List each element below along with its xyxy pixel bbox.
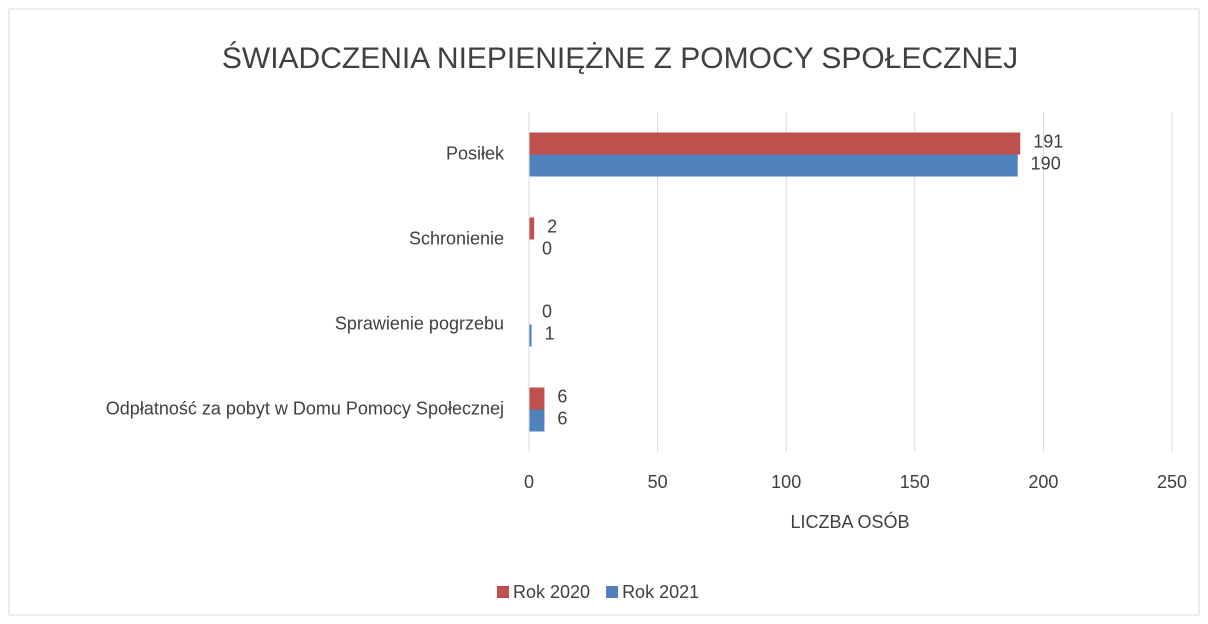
data-label: 6 [557,386,567,406]
chart-border [8,8,1200,616]
data-label: 190 [1031,153,1061,173]
x-tick-label: 50 [648,472,668,492]
data-label: 191 [1033,131,1063,151]
bar [529,154,1018,177]
data-label: 2 [547,216,557,236]
legend-label: Rok 2020 [513,582,590,602]
x-tick-label: 250 [1157,472,1187,492]
data-label: 0 [542,238,552,258]
x-axis-title: LICZBA OSÓB [790,511,909,532]
x-tick-label: 200 [1028,472,1058,492]
data-label: 0 [542,301,552,321]
y-tick-label: Sprawienie pogrzebu [335,313,504,333]
y-tick-label: Posiłek [446,143,505,163]
data-label: 6 [557,408,567,428]
data-label: 1 [545,323,555,343]
x-tick-label: 100 [771,472,801,492]
y-tick-label: Odpłatność za pobyt w Domu Pomocy Społec… [106,398,504,418]
y-tick-label: Schronienie [409,228,504,248]
legend-swatch [606,586,619,598]
bar [529,217,535,240]
bar [529,409,545,432]
x-tick-label: 150 [900,472,930,492]
chart-title: ŚWIADCZENIA NIEPIENIĘŻNE Z POMOCY SPOŁEC… [222,41,1018,75]
bar [529,387,545,410]
x-tick-label: 0 [524,472,534,492]
bar [529,324,532,347]
legend-label: Rok 2021 [622,582,699,602]
legend-swatch [497,586,509,598]
bar [529,132,1021,155]
